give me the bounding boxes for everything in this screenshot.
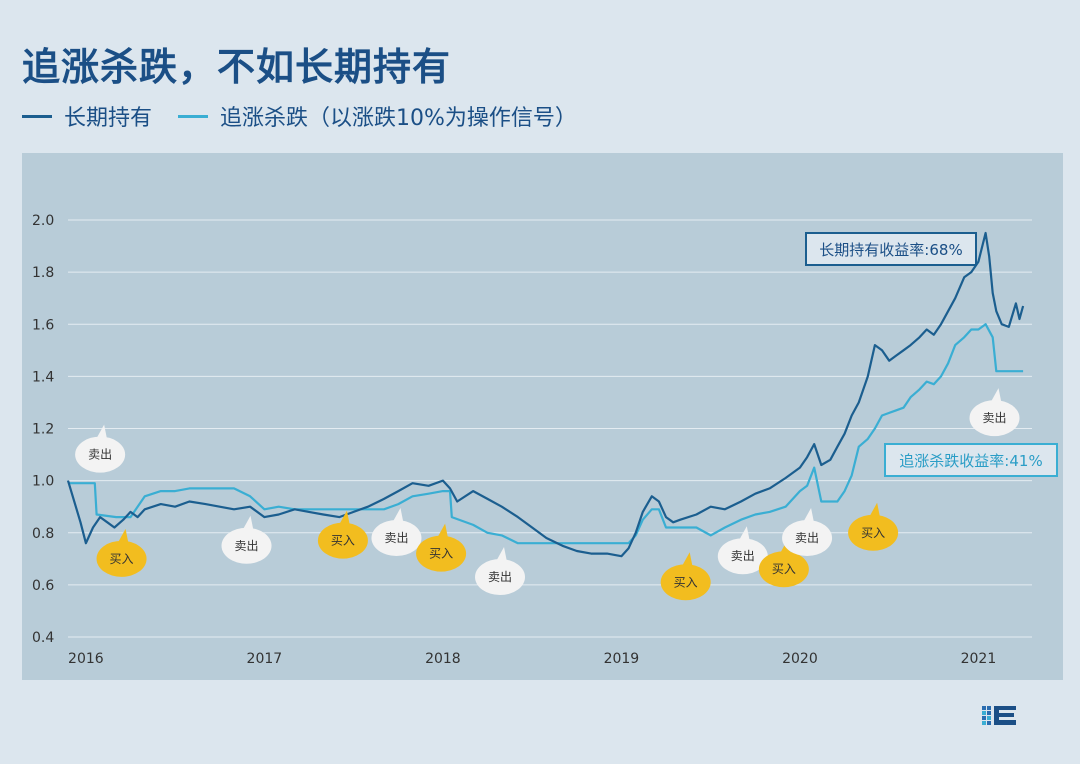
x-tick-label: 2020 (782, 651, 818, 667)
series-line-chase (68, 323, 1024, 545)
chart-panel: 0.4 0.6 0.8 1.0 1.2 1.4 1.6 1.8 2.0 2016 2017 2018… (22, 153, 1063, 680)
y-tick-label: 1.6 (32, 317, 54, 333)
x-tick-label: 2018 (425, 651, 461, 667)
buy-signal-bubble: 买入 (758, 539, 809, 588)
legend-label-hold: 长期持有 (64, 106, 153, 131)
sell-signal-bubble: 卖出 (717, 526, 768, 575)
y-axis-ticks: 0.4 0.6 0.8 1.0 1.2 1.4 1.6 1.8 2.0 (32, 213, 54, 646)
bubble-label: 买入 (331, 534, 355, 548)
sell-signal-bubble: 卖出 (969, 388, 1020, 437)
bubble-body (848, 514, 899, 551)
hold-return-annotation: 长期持有收益率:68% (805, 232, 977, 266)
legend-swatch-hold (22, 114, 52, 118)
bubble-label: 卖出 (488, 570, 512, 584)
return-annotations: 长期持有收益率:68% 追涨杀跌收益率:41% (805, 232, 1058, 477)
bubble-label: 买入 (429, 547, 453, 561)
grid-layer (68, 219, 1032, 638)
bubble-body (475, 559, 526, 596)
sell-signal-bubble: 卖出 (221, 515, 272, 564)
bubble-label: 卖出 (795, 531, 819, 545)
bubble-label: 卖出 (731, 549, 755, 563)
x-tick-label: 2017 (247, 651, 283, 667)
buy-signal-bubble: 买入 (660, 552, 711, 601)
legend-label-chase: 追涨杀跌（以涨跌10%为操作信号） (220, 106, 577, 131)
chase-return-box (884, 443, 1058, 477)
y-tick-label: 1.4 (32, 369, 54, 385)
bubble-body (758, 551, 809, 588)
bubble-label: 卖出 (88, 448, 112, 462)
bubble-body (416, 535, 467, 572)
brand-logo-icon (982, 704, 1018, 732)
bubble-label: 卖出 (983, 411, 1007, 425)
buy-signal-bubble: 买入 (317, 510, 368, 559)
legend-swatch-chase (178, 114, 209, 118)
bubble-label: 卖出 (384, 531, 408, 545)
y-tick-label: 1.2 (32, 422, 54, 438)
y-tick-label: 0.4 (32, 630, 54, 646)
bubble-body (782, 519, 833, 556)
bubble-label: 买入 (674, 575, 698, 589)
line-chart: 0.4 0.6 0.8 1.0 1.2 1.4 1.6 1.8 2.0 2016 2017 2018… (32, 213, 1058, 667)
bubble-body (371, 519, 422, 556)
buy-signal-bubble: 买入 (96, 528, 147, 577)
x-axis-ticks: 2016 2017 2018 2019 2020 2021 (68, 651, 996, 667)
y-tick-label: 2.0 (32, 213, 54, 229)
x-tick-label: 2019 (604, 651, 640, 667)
y-tick-label: 1.0 (32, 474, 54, 490)
bubble-body (221, 527, 272, 564)
bubble-label: 买入 (110, 552, 134, 566)
y-tick-label: 1.8 (32, 265, 54, 281)
chart-legend: 长期持有 追涨杀跌（以涨跌10%为操作信号） (22, 100, 603, 132)
bubble-body (969, 400, 1020, 437)
hold-return-label: 长期持有收益率:68% (819, 241, 962, 259)
buy-signal-bubble: 买入 (848, 502, 899, 551)
x-tick-label: 2021 (961, 651, 997, 667)
hold-return-box (805, 232, 977, 266)
bubble-label: 买入 (861, 526, 885, 540)
bubble-body (717, 538, 768, 575)
page-title: 追涨杀跌，不如长期持有 (22, 45, 452, 89)
bubble-label: 买入 (772, 562, 796, 576)
sell-signal-bubble: 卖出 (371, 507, 422, 556)
x-tick-label: 2016 (68, 651, 104, 667)
legend-item-chase: 追涨杀跌（以涨跌10%为操作信号） (178, 100, 577, 132)
bubble-body (660, 564, 711, 601)
series-layer (66, 231, 1025, 558)
bubble-label: 卖出 (235, 539, 259, 553)
series-line-hold (66, 231, 1025, 558)
sell-signal-bubble: 卖出 (782, 507, 833, 556)
buy-signal-bubble: 买入 (416, 523, 467, 572)
y-tick-label: 0.8 (32, 526, 54, 542)
bubble-body (317, 522, 368, 559)
bubble-body (96, 540, 147, 577)
legend-item-hold: 长期持有 (22, 100, 152, 132)
chase-return-label: 追涨杀跌收益率:41% (899, 452, 1042, 470)
sell-signal-bubble: 卖出 (75, 424, 126, 473)
bubble-body (75, 436, 126, 473)
y-tick-label: 0.6 (32, 578, 54, 594)
sell-signal-bubble: 卖出 (475, 547, 526, 596)
chase-return-annotation: 追涨杀跌收益率:41% (884, 443, 1058, 477)
